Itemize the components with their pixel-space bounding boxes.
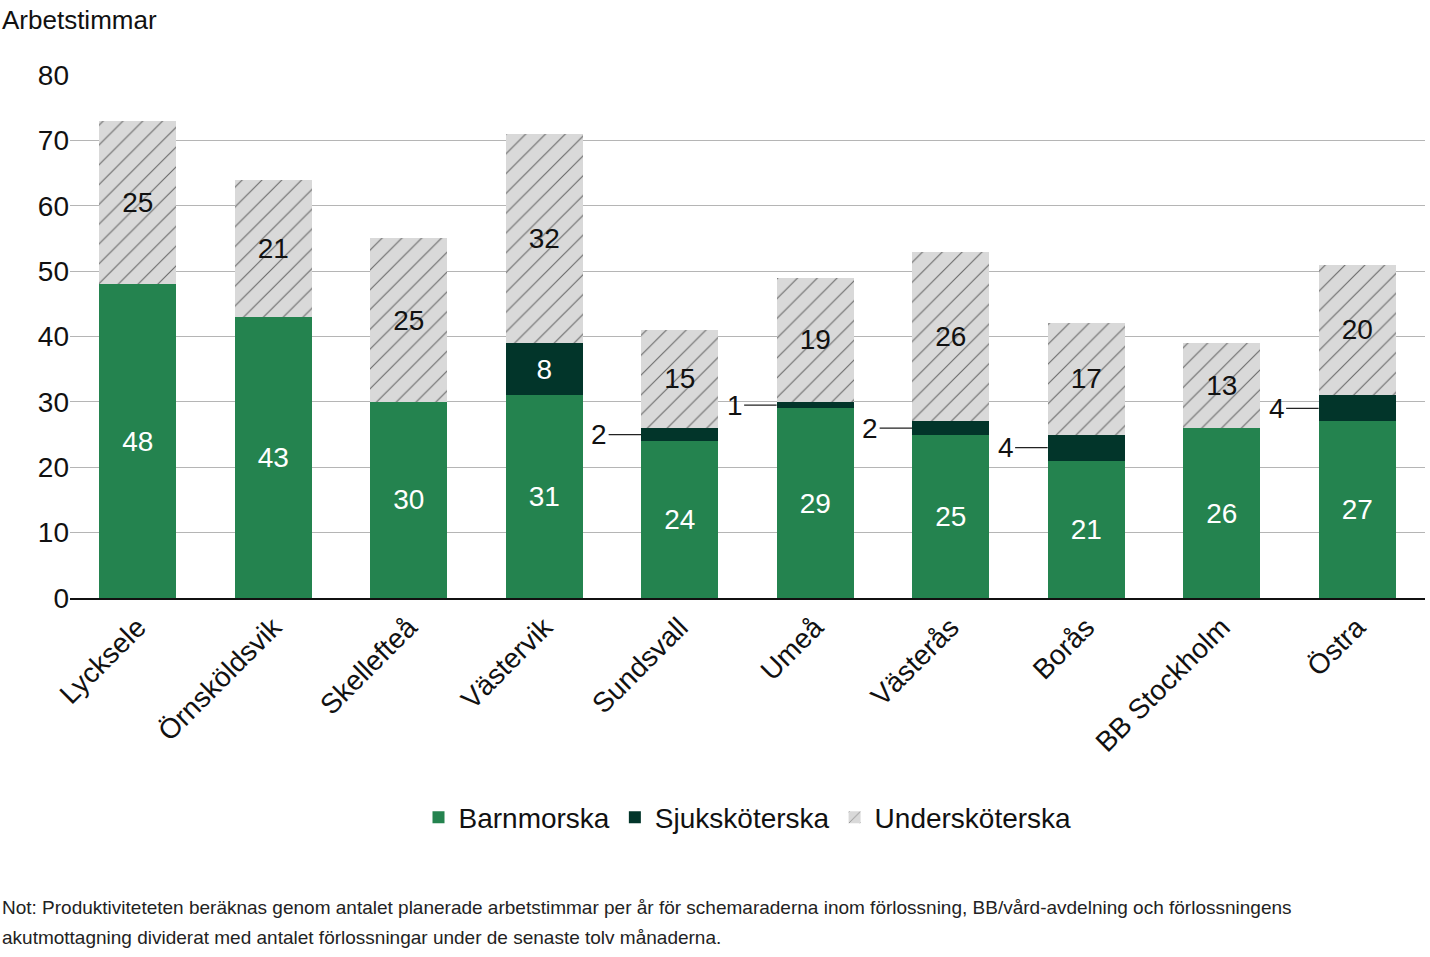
svg-text:1: 1 [727, 390, 743, 421]
svg-text:48: 48 [122, 426, 153, 457]
svg-text:Umeå: Umeå [755, 611, 830, 686]
svg-text:24: 24 [664, 504, 695, 535]
svg-text:8: 8 [536, 354, 552, 385]
svg-text:4: 4 [998, 432, 1014, 463]
svg-text:70: 70 [38, 125, 69, 156]
svg-text:30: 30 [393, 484, 424, 515]
svg-text:Borås: Borås [1027, 612, 1101, 686]
svg-text:30: 30 [38, 387, 69, 418]
svg-text:60: 60 [38, 191, 69, 222]
svg-text:31: 31 [529, 481, 560, 512]
svg-text:2: 2 [862, 413, 878, 444]
svg-text:80: 80 [38, 60, 69, 91]
svg-text:27: 27 [1342, 494, 1373, 525]
svg-text:43: 43 [258, 442, 289, 473]
svg-text:21: 21 [258, 233, 289, 264]
svg-text:Sjuksköterska: Sjuksköterska [655, 803, 830, 834]
svg-text:26: 26 [935, 321, 966, 352]
svg-text:29: 29 [800, 488, 831, 519]
svg-text:26: 26 [1206, 498, 1237, 529]
svg-text:50: 50 [38, 256, 69, 287]
svg-text:Örnsköldsvik: Örnsköldsvik [152, 611, 288, 747]
svg-text:21: 21 [1071, 514, 1102, 545]
svg-text:Arbetstimmar: Arbetstimmar [2, 5, 157, 35]
svg-text:Västerås: Västerås [865, 612, 965, 712]
svg-text:Barnmorska: Barnmorska [459, 803, 610, 834]
svg-text:4: 4 [1269, 393, 1285, 424]
svg-text:25: 25 [393, 305, 424, 336]
svg-text:BB Stockholm: BB Stockholm [1090, 612, 1236, 758]
svg-text:20: 20 [1342, 314, 1373, 345]
svg-text:Skellefteå: Skellefteå [314, 611, 423, 720]
svg-text:0: 0 [53, 583, 69, 614]
svg-text:17: 17 [1071, 363, 1102, 394]
svg-text:2: 2 [591, 419, 607, 450]
svg-text:40: 40 [38, 321, 69, 352]
svg-text:25: 25 [935, 501, 966, 532]
svg-text:Lycksele: Lycksele [54, 612, 152, 710]
svg-text:20: 20 [38, 452, 69, 483]
svg-text:25: 25 [122, 187, 153, 218]
svg-text:Undersköterska: Undersköterska [875, 803, 1072, 834]
svg-text:Östra: Östra [1301, 611, 1372, 682]
svg-text:13: 13 [1206, 370, 1237, 401]
svg-text:Västervik: Västervik [455, 611, 559, 715]
svg-text:19: 19 [800, 324, 831, 355]
svg-text:Sundsvall: Sundsvall [586, 612, 694, 720]
svg-text:10: 10 [38, 517, 69, 548]
svg-text:32: 32 [529, 223, 560, 254]
html-text:Not: Produktiviteteten beräkna: Not: Produktiviteteten beräknas genom an… [2, 897, 1292, 948]
svg-text:15: 15 [664, 363, 695, 394]
